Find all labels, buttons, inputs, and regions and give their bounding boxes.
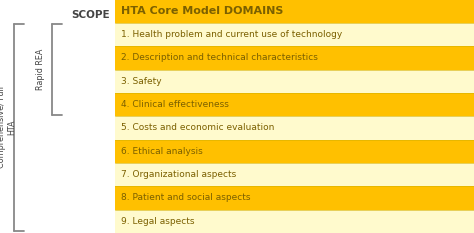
Text: 8. Patient and social aspects: 8. Patient and social aspects (121, 193, 250, 202)
Bar (115, 140, 474, 163)
Text: HTA Core Model DOMAINS: HTA Core Model DOMAINS (121, 7, 283, 17)
Text: 6. Ethical analysis: 6. Ethical analysis (121, 147, 203, 156)
Bar (115, 70, 474, 93)
Text: 2. Description and technical characteristics: 2. Description and technical characteris… (121, 54, 318, 62)
Text: 1. Health problem and current use of technology: 1. Health problem and current use of tec… (121, 30, 342, 39)
Text: 9. Legal aspects: 9. Legal aspects (121, 217, 194, 226)
Text: 7. Organizational aspects: 7. Organizational aspects (121, 170, 236, 179)
Text: Comprehensive/ Full
HTA: Comprehensive/ Full HTA (0, 86, 17, 168)
Bar (115, 163, 474, 186)
Bar (115, 186, 474, 210)
Bar (115, 46, 474, 70)
Text: 4. Clinical effectiveness: 4. Clinical effectiveness (121, 100, 229, 109)
Bar (115, 116, 474, 140)
Text: 5. Costs and economic evaluation: 5. Costs and economic evaluation (121, 123, 274, 133)
Text: Rapid REA: Rapid REA (36, 49, 46, 90)
Bar (115, 23, 474, 46)
Text: SCOPE: SCOPE (72, 10, 110, 20)
Bar (115, 0, 474, 23)
Bar (115, 210, 474, 233)
Bar (115, 93, 474, 116)
Text: 3. Safety: 3. Safety (121, 77, 162, 86)
